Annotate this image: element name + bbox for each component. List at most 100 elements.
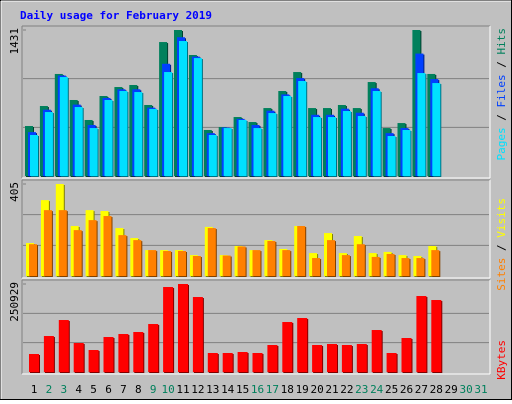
bar bbox=[356, 244, 365, 276]
bar bbox=[432, 83, 441, 176]
bar bbox=[178, 251, 186, 276]
bar bbox=[431, 250, 440, 276]
bar bbox=[238, 119, 247, 176]
bar bbox=[327, 240, 335, 276]
legend: KBytes bbox=[495, 340, 508, 380]
legend: Pages / Files / Hits bbox=[495, 28, 508, 161]
x-tick-label: 10 bbox=[161, 383, 174, 396]
bar bbox=[192, 297, 203, 372]
bar bbox=[73, 230, 82, 276]
bar bbox=[30, 134, 38, 176]
bar bbox=[133, 240, 142, 276]
bar bbox=[328, 117, 336, 176]
x-tick-label: 16 bbox=[251, 383, 264, 396]
legend-separator: / bbox=[495, 108, 508, 128]
bar bbox=[312, 258, 321, 276]
y-tick-label: 405 bbox=[8, 182, 21, 202]
bar bbox=[193, 58, 202, 176]
legend-entry: Files bbox=[495, 74, 508, 107]
legend-separator: / bbox=[495, 55, 508, 75]
bar bbox=[357, 116, 366, 176]
bar bbox=[208, 134, 217, 176]
bar bbox=[297, 226, 306, 276]
bar bbox=[237, 352, 248, 372]
legend-separator: / bbox=[495, 238, 508, 258]
x-tick-label: 4 bbox=[75, 383, 82, 396]
bar bbox=[387, 136, 396, 176]
bar bbox=[282, 322, 293, 372]
bar bbox=[164, 72, 173, 176]
bar bbox=[43, 210, 52, 276]
bar bbox=[402, 129, 411, 176]
bar bbox=[401, 258, 410, 276]
legend-entry: Visits bbox=[495, 198, 508, 238]
bar bbox=[88, 350, 99, 372]
bar bbox=[252, 250, 261, 276]
bar bbox=[43, 336, 54, 372]
bar bbox=[371, 330, 382, 372]
bar bbox=[134, 92, 143, 176]
x-tick-label: 5 bbox=[90, 383, 97, 396]
bar bbox=[163, 251, 172, 276]
bar bbox=[267, 345, 278, 372]
x-tick-label: 1 bbox=[31, 383, 38, 396]
x-tick-label: 9 bbox=[150, 383, 157, 396]
bar bbox=[192, 256, 201, 276]
bar bbox=[88, 220, 97, 276]
bar bbox=[431, 300, 442, 372]
x-tick-label: 24 bbox=[370, 383, 384, 396]
bar bbox=[103, 216, 112, 276]
bar bbox=[59, 77, 68, 176]
x-tick-label: 26 bbox=[400, 383, 413, 396]
bar bbox=[327, 344, 337, 372]
x-tick-label: 27 bbox=[415, 383, 428, 396]
bar bbox=[417, 73, 426, 176]
bar bbox=[149, 108, 158, 176]
x-tick-label: 21 bbox=[325, 383, 338, 396]
legend-entry: Pages bbox=[495, 127, 508, 160]
y-tick-label: 250929 bbox=[8, 282, 21, 322]
x-tick-label: 30 bbox=[459, 383, 472, 396]
bar bbox=[416, 296, 427, 372]
bar bbox=[313, 117, 322, 176]
x-tick-label: 28 bbox=[430, 383, 443, 396]
x-tick-label: 2 bbox=[46, 383, 53, 396]
bar bbox=[163, 287, 174, 372]
bar bbox=[267, 241, 276, 276]
x-tick-label: 7 bbox=[120, 383, 127, 396]
bar bbox=[237, 246, 246, 276]
bar bbox=[268, 113, 277, 176]
bar bbox=[148, 250, 157, 276]
bar bbox=[207, 228, 216, 276]
x-tick-label: 8 bbox=[135, 383, 142, 396]
bar bbox=[73, 343, 84, 372]
x-tick-label: 29 bbox=[445, 383, 458, 396]
y-tick-label: 1431 bbox=[8, 28, 21, 55]
bar bbox=[29, 354, 39, 372]
bar bbox=[118, 235, 127, 276]
x-tick-label: 6 bbox=[105, 383, 112, 396]
bar bbox=[58, 320, 69, 372]
bar bbox=[104, 99, 113, 176]
bar bbox=[118, 334, 129, 372]
x-tick-label: 25 bbox=[385, 383, 398, 396]
x-tick-label: 11 bbox=[176, 383, 189, 396]
legend: Sites / Visits bbox=[495, 198, 508, 291]
x-tick-label: 17 bbox=[266, 383, 279, 396]
bar bbox=[341, 255, 350, 276]
x-tick-label: 22 bbox=[340, 383, 353, 396]
bar bbox=[371, 256, 380, 276]
chart-title: Daily usage for February 2019 bbox=[20, 9, 212, 22]
x-tick-label: 3 bbox=[60, 383, 67, 396]
bar bbox=[222, 255, 231, 276]
bar bbox=[222, 353, 233, 372]
legend-entry: Hits bbox=[495, 28, 508, 55]
x-tick-label: 13 bbox=[206, 383, 219, 396]
legend-entry: Sites bbox=[495, 258, 508, 291]
bar bbox=[282, 250, 291, 276]
bar bbox=[148, 324, 159, 372]
bar bbox=[89, 128, 98, 176]
x-tick-label: 15 bbox=[236, 383, 249, 396]
bar bbox=[342, 111, 351, 176]
